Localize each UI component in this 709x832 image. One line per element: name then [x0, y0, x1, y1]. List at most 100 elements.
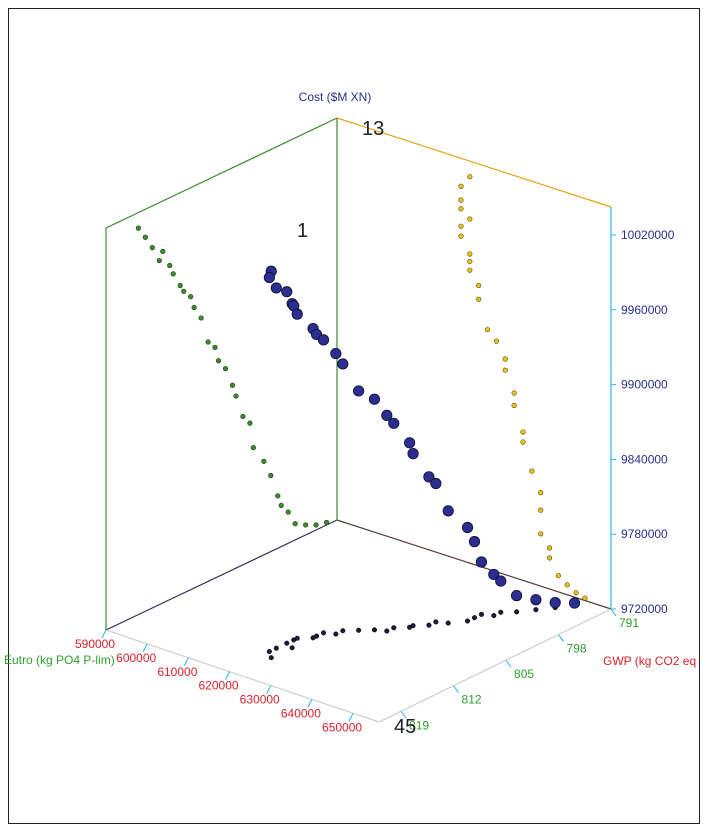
eutro-cost-projection: [240, 413, 246, 420]
floor-projection: [478, 611, 485, 617]
eutro-cost-projection: [268, 472, 274, 479]
data-point: [353, 385, 365, 397]
eutro-cost-projection: [160, 248, 166, 254]
eutro-cost-projection: [292, 521, 298, 527]
eutro-tick-mark: [225, 671, 230, 680]
data-point: [330, 347, 342, 360]
floor-projection: [266, 648, 272, 655]
data-point: [368, 393, 381, 405]
gwp-cost-projection: [511, 390, 517, 396]
data-point: [388, 417, 400, 429]
data-point: [281, 286, 293, 298]
gwp-cost-projection: [467, 258, 473, 265]
gwp-cost-projection: [458, 233, 464, 239]
eutro-tick-label: 640000: [281, 706, 321, 720]
gwp-cost-projection: [573, 590, 579, 596]
gwp-cost-projection: [458, 183, 464, 189]
data-point: [270, 282, 282, 294]
eutro-tick-mark: [307, 699, 313, 708]
gwp-cost-projection: [467, 174, 473, 180]
eutro-cost-projection: [181, 288, 187, 294]
data-point: [381, 409, 393, 421]
gwp-cost-projection: [538, 507, 544, 513]
floor-projection: [371, 627, 378, 633]
gwp-tick-mark: [505, 659, 512, 668]
eutro-cost-projection: [167, 262, 173, 269]
data-point: [423, 471, 435, 483]
gwp-cost-projection: [564, 582, 570, 588]
data-point: [568, 597, 581, 609]
gwp-cost-projection: [467, 251, 473, 257]
eutro-cost-projection: [250, 445, 256, 451]
floor-projection: [464, 618, 471, 624]
eutro-cost-projection: [142, 234, 148, 240]
data-point: [530, 594, 542, 606]
gwp-tick-mark: [610, 608, 617, 617]
cost-tick-label: 9840000: [621, 452, 668, 466]
eutro-cost-projection: [278, 502, 284, 509]
gwp-cost-projection: [582, 595, 588, 601]
gwp-cost-projection: [538, 490, 544, 496]
eutro-cost-projection: [177, 282, 183, 289]
gwp-cost-projection: [476, 282, 482, 289]
floor-projection: [533, 607, 539, 613]
data-point: [291, 308, 303, 320]
gwp-tick-label: 819: [409, 718, 429, 732]
floor-edge-front-right: [378, 608, 612, 723]
floor-edge-eutro: [105, 519, 338, 631]
eutro-cost-projection: [261, 458, 267, 464]
eutro-tick-label: 610000: [157, 665, 197, 679]
floor-projection: [356, 627, 362, 633]
gwp-cost-projection: [538, 531, 544, 537]
gwp-cost-projection: [520, 439, 526, 445]
floor-projection: [340, 628, 346, 634]
floor-projection: [384, 628, 390, 634]
gwp-tick-label: 791: [619, 616, 639, 630]
eutro-cost-projection: [156, 257, 162, 264]
eutro-cost-projection: [229, 382, 236, 388]
gwp-tick-mark: [453, 685, 459, 693]
eutro-cost-projection: [222, 366, 229, 372]
gwp-cost-projection: [458, 206, 464, 212]
floor-projection: [491, 613, 497, 619]
gwp-cost-projection: [546, 555, 553, 561]
eutro-cost-projection: [191, 304, 197, 311]
gwp-cost-projection: [555, 573, 562, 579]
floor-projection: [313, 633, 320, 639]
floor-projection: [471, 615, 478, 621]
gwp-cost-projection: [511, 402, 517, 409]
data-point: [317, 334, 330, 346]
data-point: [549, 597, 561, 609]
eutro-tick-mark: [142, 643, 148, 653]
cost-tick-label: 9900000: [621, 378, 668, 392]
eutro-cost-projection: [198, 315, 204, 321]
gwp-tick-label: 798: [567, 642, 587, 656]
annotation-13: 13: [362, 118, 384, 140]
data-point: [468, 536, 481, 548]
annotation-1: 1: [297, 220, 308, 242]
data-points: [263, 265, 581, 609]
axis-ticks: 10020000 9960000 9900000 9840000 9780000 9720…: [75, 228, 675, 734]
cost-axis-label: Cost ($M XN): [299, 90, 372, 104]
eutro-tick-mark: [266, 685, 272, 694]
data-point: [495, 575, 507, 587]
eutro-cost-projection: [303, 522, 309, 528]
data-point: [263, 271, 275, 284]
gwp-cost-projection: [467, 216, 473, 222]
eutro-tick-label: 590000: [75, 637, 115, 651]
data-point: [442, 505, 454, 517]
eutro-cost-projection: [215, 358, 222, 364]
floor-projection: [268, 655, 274, 661]
gwp-cost-projection: [520, 429, 526, 435]
eutro-tick-label: 600000: [116, 651, 156, 665]
annotation-45: 45: [394, 716, 416, 738]
gwp-axis-label: GWP (kg CO2 eq: [603, 654, 696, 668]
eutro-cost-projection: [170, 271, 176, 277]
eutro-cost-projection: [323, 519, 330, 526]
left-wall-top: [105, 117, 338, 229]
eutro-cost-projection: [275, 493, 281, 499]
data-point: [337, 358, 349, 370]
eutro-tick-label: 620000: [199, 679, 239, 693]
floor-projection: [410, 623, 416, 629]
projections: [135, 174, 588, 661]
